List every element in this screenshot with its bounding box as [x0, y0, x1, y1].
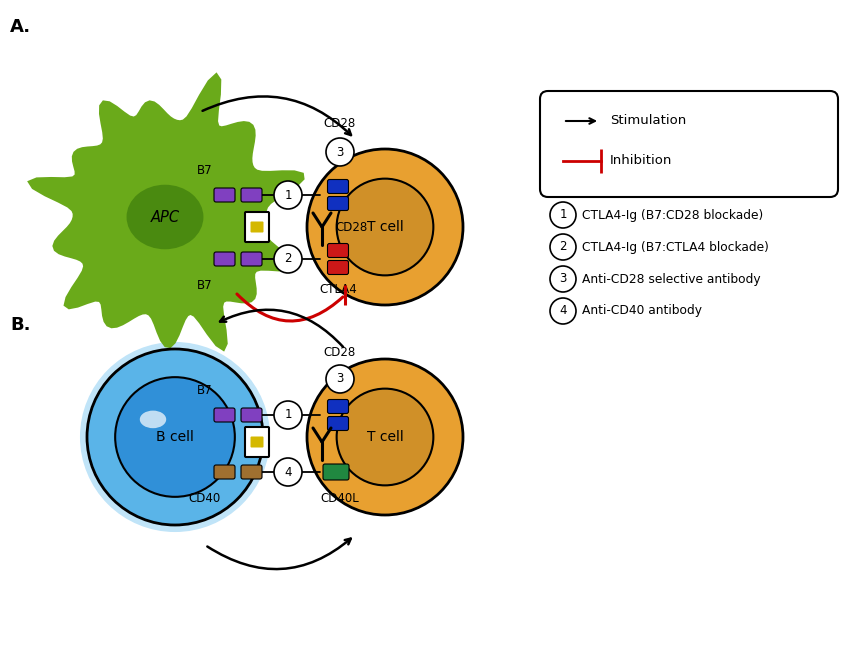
Circle shape	[274, 245, 302, 273]
FancyBboxPatch shape	[327, 243, 348, 258]
FancyBboxPatch shape	[327, 399, 348, 413]
Circle shape	[550, 298, 576, 324]
Text: Anti-CD40 antibody: Anti-CD40 antibody	[582, 305, 702, 318]
Text: APC: APC	[150, 210, 179, 225]
Text: CTLA4-Ig (B7:CTLA4 blockade): CTLA4-Ig (B7:CTLA4 blockade)	[582, 241, 769, 254]
Text: 4: 4	[284, 465, 292, 479]
Text: Inhibition: Inhibition	[610, 155, 672, 168]
Text: B7: B7	[197, 164, 212, 177]
FancyBboxPatch shape	[241, 465, 262, 479]
Text: B cell: B cell	[156, 430, 194, 444]
FancyBboxPatch shape	[241, 408, 262, 422]
FancyBboxPatch shape	[323, 464, 349, 480]
Circle shape	[550, 234, 576, 260]
Text: CD28: CD28	[336, 221, 368, 234]
Text: 2: 2	[559, 241, 567, 254]
FancyBboxPatch shape	[327, 197, 348, 210]
FancyBboxPatch shape	[245, 427, 269, 457]
Circle shape	[326, 138, 354, 166]
Text: B7: B7	[197, 384, 212, 397]
Circle shape	[87, 349, 263, 525]
Text: 3: 3	[337, 146, 343, 159]
Text: 1: 1	[284, 408, 292, 421]
Text: 4: 4	[559, 305, 567, 318]
Circle shape	[274, 181, 302, 209]
FancyBboxPatch shape	[327, 261, 348, 274]
Circle shape	[80, 342, 270, 532]
Text: B7: B7	[197, 279, 212, 292]
Text: CD40L: CD40L	[320, 492, 360, 505]
Circle shape	[274, 401, 302, 429]
Circle shape	[274, 458, 302, 486]
Text: A.: A.	[10, 18, 31, 36]
Text: CD40: CD40	[189, 492, 221, 505]
Circle shape	[550, 202, 576, 228]
FancyBboxPatch shape	[245, 212, 269, 242]
Circle shape	[307, 359, 463, 515]
Circle shape	[115, 377, 235, 497]
Text: 3: 3	[337, 373, 343, 386]
Text: CD28: CD28	[324, 117, 356, 130]
Ellipse shape	[139, 411, 167, 428]
Text: T cell: T cell	[366, 220, 404, 234]
FancyBboxPatch shape	[214, 408, 235, 422]
Circle shape	[337, 389, 434, 485]
FancyBboxPatch shape	[327, 179, 348, 193]
Text: 1: 1	[284, 188, 292, 201]
Text: Anti-CD28 selective antibody: Anti-CD28 selective antibody	[582, 272, 761, 285]
FancyBboxPatch shape	[214, 465, 235, 479]
Text: 2: 2	[284, 252, 292, 265]
FancyBboxPatch shape	[251, 221, 264, 232]
FancyBboxPatch shape	[327, 417, 348, 430]
Circle shape	[307, 149, 463, 305]
Text: CTLA4: CTLA4	[319, 283, 357, 296]
Circle shape	[337, 179, 434, 276]
FancyBboxPatch shape	[214, 188, 235, 202]
Polygon shape	[29, 74, 303, 349]
FancyBboxPatch shape	[251, 437, 264, 448]
Ellipse shape	[128, 186, 202, 248]
FancyBboxPatch shape	[214, 252, 235, 266]
Text: CTLA4-Ig (B7:CD28 blockade): CTLA4-Ig (B7:CD28 blockade)	[582, 208, 763, 221]
Text: CD28: CD28	[324, 346, 356, 359]
Text: 3: 3	[559, 272, 567, 285]
FancyBboxPatch shape	[540, 91, 838, 197]
Text: T cell: T cell	[366, 430, 404, 444]
Text: 1: 1	[559, 208, 567, 221]
Circle shape	[326, 365, 354, 393]
FancyBboxPatch shape	[241, 188, 262, 202]
Text: B.: B.	[10, 316, 31, 334]
Text: Stimulation: Stimulation	[610, 115, 686, 127]
Circle shape	[550, 266, 576, 292]
FancyBboxPatch shape	[241, 252, 262, 266]
